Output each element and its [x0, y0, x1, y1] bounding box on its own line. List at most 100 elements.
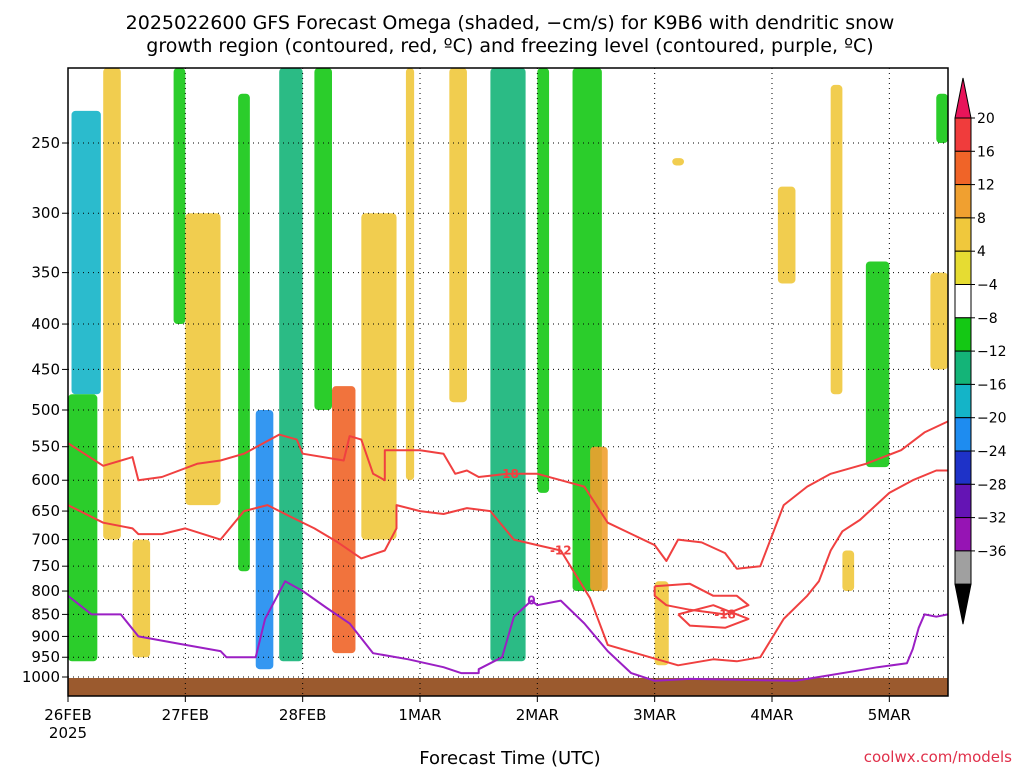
omega-region: [279, 68, 303, 662]
omega-region: [590, 446, 608, 592]
colorbar-label: 16: [977, 144, 995, 160]
omega-shading: [68, 68, 948, 670]
colorbar-label: −28: [977, 477, 1007, 493]
y-tick-label: 650: [31, 502, 60, 520]
omega-region: [830, 84, 843, 395]
colorbar-swatch: [954, 250, 972, 285]
omega-region: [672, 158, 684, 166]
colorbar-bottom-arrow: [954, 583, 972, 625]
y-tick-label: 950: [31, 648, 60, 666]
y-tick-label: 300: [31, 204, 60, 222]
omega-region: [173, 68, 186, 325]
colorbar-swatch: [954, 550, 972, 585]
y-tick-label: 550: [31, 438, 60, 456]
y-tick-label: 400: [31, 315, 60, 333]
terrain-band: [68, 678, 948, 696]
colorbar-swatch: [954, 450, 972, 485]
contour-label: 0: [527, 594, 535, 608]
x-tick-label: 28FEB: [279, 706, 326, 724]
x-tick-label: 2MAR: [516, 706, 559, 724]
omega-region: [654, 581, 669, 666]
y-axis: 250 300 350 400 450 500 550 600 650 700 750 800 850 9…: [22, 134, 68, 686]
colorbar-label: 20: [977, 111, 995, 127]
contour-label: -18: [497, 467, 519, 481]
omega-region: [332, 386, 356, 654]
colorbar-swatch: [954, 517, 972, 552]
colorbar-label: −4: [977, 278, 998, 294]
colorbar-label: −32: [977, 511, 1007, 527]
colorbar-swatch: [954, 417, 972, 452]
y-tick-label: 750: [31, 557, 60, 575]
colorbar-swatch: [954, 383, 972, 419]
omega-region: [537, 68, 550, 493]
x-tick-year: 2025: [49, 724, 87, 742]
y-tick-label: 800: [31, 582, 60, 600]
colorbar-swatch: [954, 350, 972, 385]
contour-m18: [67, 420, 949, 570]
y-tick-label: 850: [31, 605, 60, 623]
omega-region: [777, 186, 796, 284]
contour-m18: [653, 582, 750, 616]
colorbar-label: 8: [977, 211, 986, 227]
omega-region: [361, 213, 397, 540]
omega-region: [71, 110, 101, 395]
chart-title-line-1: 2025022600 GFS Forecast Omega (shaded, −…: [126, 12, 895, 34]
colorbar-swatch: [954, 217, 972, 252]
y-tick-label: 350: [31, 264, 60, 282]
credit-link[interactable]: coolwx.com/models: [864, 748, 1012, 766]
omega-region: [842, 550, 855, 592]
x-axis-label: Forecast Time (UTC): [419, 748, 600, 768]
x-tick-label: 26FEB: [44, 706, 91, 724]
colorbar-swatch: [954, 184, 972, 219]
contour-m12: [67, 469, 948, 667]
y-tick-label: 900: [31, 627, 60, 645]
omega-region: [490, 68, 526, 662]
y-tick-label: 600: [31, 471, 60, 489]
omega-region: [449, 68, 467, 403]
colorbar-label: −8: [977, 311, 998, 327]
colorbar-label: −24: [977, 444, 1007, 460]
colorbar-label: 12: [977, 178, 995, 194]
terrain: [68, 678, 948, 696]
x-tick-label: 27FEB: [162, 706, 209, 724]
y-tick-label: 250: [31, 134, 60, 152]
x-tick-label: 3MAR: [633, 706, 676, 724]
plot-frame: [67, 67, 949, 697]
omega-region: [314, 68, 332, 410]
omega-region: [103, 68, 121, 540]
colorbar-label: −20: [977, 411, 1007, 427]
omega-region: [936, 93, 948, 143]
colorbar-swatch: [954, 117, 972, 152]
y-tick-label: 700: [31, 531, 60, 549]
omega-region: [68, 394, 98, 662]
y-tick-label: 1000: [22, 668, 60, 686]
omega-region: [185, 213, 221, 506]
omega-region: [865, 261, 890, 468]
contour-0: [67, 580, 949, 682]
colorbar-label: −36: [977, 544, 1007, 560]
colorbar-top-arrow: [954, 77, 972, 119]
colorbar-label: −12: [977, 344, 1007, 360]
x-tick-label: 5MAR: [868, 706, 911, 724]
colorbar-swatch: [954, 150, 972, 186]
contour-m12: [677, 604, 750, 629]
colorbar-label: 4: [977, 244, 986, 260]
y-tick-label: 450: [31, 360, 60, 378]
colorbar: 20 16 12 8 4 −4 −8 −12 −16 −20 −24 −28 −32 −36: [954, 77, 1007, 625]
omega-region: [132, 539, 151, 658]
omega-region: [238, 93, 250, 572]
contour-lines: -18-18-120: [67, 420, 949, 682]
omega-region: [255, 410, 274, 670]
contour-label: -12: [550, 543, 572, 557]
y-tick-label: 500: [31, 401, 60, 419]
x-tick-label: 4MAR: [750, 706, 793, 724]
colorbar-swatch: [954, 284, 972, 319]
omega-region: [405, 68, 415, 481]
colorbar-swatch: [954, 483, 972, 519]
chart-title-line-2: growth region (contoured, red, ºC) and f…: [146, 35, 873, 57]
colorbar-label: −16: [977, 377, 1007, 393]
x-tick-label: 1MAR: [398, 706, 441, 724]
omega-region: [930, 272, 948, 370]
